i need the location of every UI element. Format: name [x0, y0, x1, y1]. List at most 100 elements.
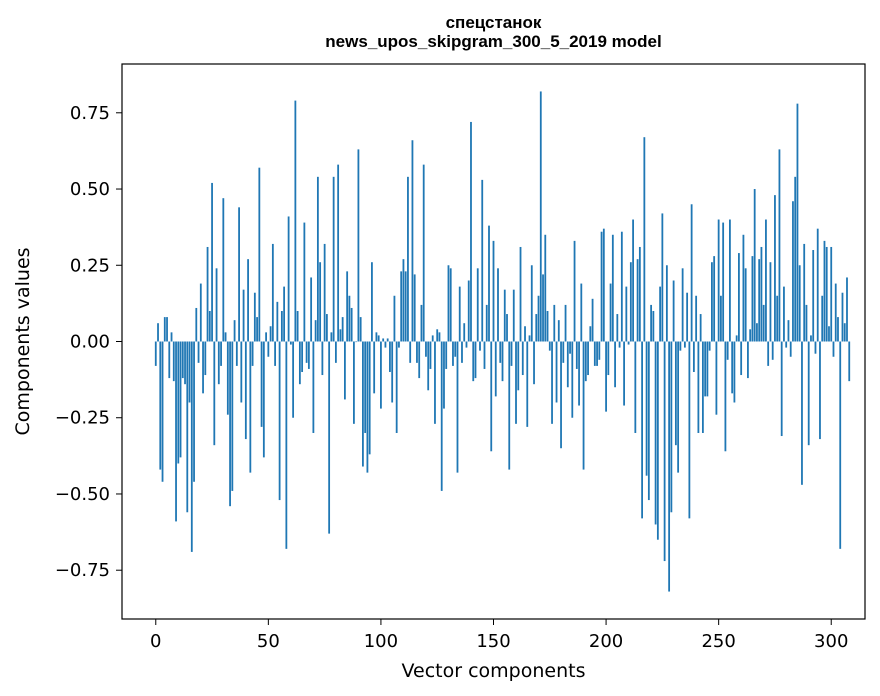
bar [463, 323, 466, 342]
bar [233, 320, 236, 342]
bar [431, 335, 434, 342]
bar [708, 341, 711, 351]
bar [792, 201, 794, 342]
bar [524, 326, 526, 342]
y-tick-label: 0.25 [70, 255, 110, 276]
bar [803, 243, 806, 342]
bar [188, 341, 191, 403]
bar [537, 295, 540, 342]
bar [810, 335, 812, 342]
bar [611, 234, 614, 342]
bar [652, 311, 655, 342]
bar [355, 341, 358, 343]
bar [726, 341, 729, 360]
bar [582, 341, 585, 470]
y-tick-label: −0.50 [55, 484, 110, 505]
bar [720, 295, 722, 342]
bar [837, 317, 839, 342]
bar [161, 341, 164, 482]
bar [434, 341, 436, 424]
bar [711, 262, 713, 342]
bar [353, 341, 355, 424]
bar [526, 341, 529, 427]
bar [217, 341, 220, 385]
bar [265, 332, 267, 342]
bar [184, 341, 186, 385]
x-axis: 0 50 100 150 200 250 300 [150, 619, 848, 652]
bar [717, 219, 720, 342]
bar [580, 283, 583, 342]
bar [596, 341, 598, 366]
bar [443, 341, 445, 409]
bar [816, 228, 819, 342]
bar [211, 182, 213, 342]
bar [226, 341, 229, 415]
bar [659, 286, 662, 342]
bar [575, 341, 578, 369]
y-tick-label: 0.00 [70, 332, 110, 353]
x-tick-label: 150 [476, 631, 510, 652]
bar [413, 274, 416, 342]
bar [839, 341, 842, 549]
bar [692, 341, 695, 372]
bar [206, 246, 209, 342]
bar [679, 341, 682, 351]
bar [515, 341, 517, 424]
bar [364, 341, 367, 433]
bar [834, 283, 837, 342]
bar [706, 341, 709, 397]
bar [454, 341, 457, 357]
bar [650, 304, 653, 342]
bar [819, 341, 821, 440]
bar [357, 149, 360, 342]
bar [492, 240, 495, 342]
bar [278, 341, 281, 501]
bar [738, 253, 740, 342]
bar [294, 100, 297, 342]
bar [449, 268, 452, 342]
y-tick-label: −0.25 [55, 408, 110, 429]
bar [744, 268, 747, 342]
bar [494, 341, 497, 397]
chart-title-line: спецстанок [446, 13, 542, 32]
bar [747, 341, 749, 379]
bar [551, 341, 553, 424]
bar [823, 240, 826, 342]
bar [242, 289, 245, 342]
bar [325, 314, 328, 342]
bar [769, 262, 772, 342]
bar [533, 341, 535, 385]
bar [465, 341, 468, 348]
bar [274, 341, 276, 366]
bar [798, 265, 801, 342]
bar [202, 341, 204, 394]
bar [298, 341, 301, 385]
bar [783, 286, 785, 342]
bar [332, 176, 335, 342]
bar [765, 219, 767, 342]
bar [762, 304, 765, 342]
bar [591, 298, 594, 342]
bar [204, 341, 207, 376]
bar [828, 326, 830, 342]
bar [292, 341, 295, 418]
bar [801, 341, 803, 485]
bar [321, 341, 324, 376]
bar [760, 246, 763, 342]
bar [555, 341, 558, 403]
bar [445, 341, 448, 369]
bar [429, 341, 432, 369]
bar [654, 341, 657, 525]
bar [398, 341, 400, 348]
bar [467, 280, 470, 342]
bar [296, 311, 299, 342]
bar [280, 311, 283, 342]
bar [368, 341, 371, 455]
bar [488, 225, 490, 342]
bar [166, 317, 168, 342]
bar [377, 335, 380, 342]
bar [724, 341, 727, 452]
bar [805, 304, 808, 342]
bar [483, 341, 486, 369]
bar [283, 286, 286, 342]
